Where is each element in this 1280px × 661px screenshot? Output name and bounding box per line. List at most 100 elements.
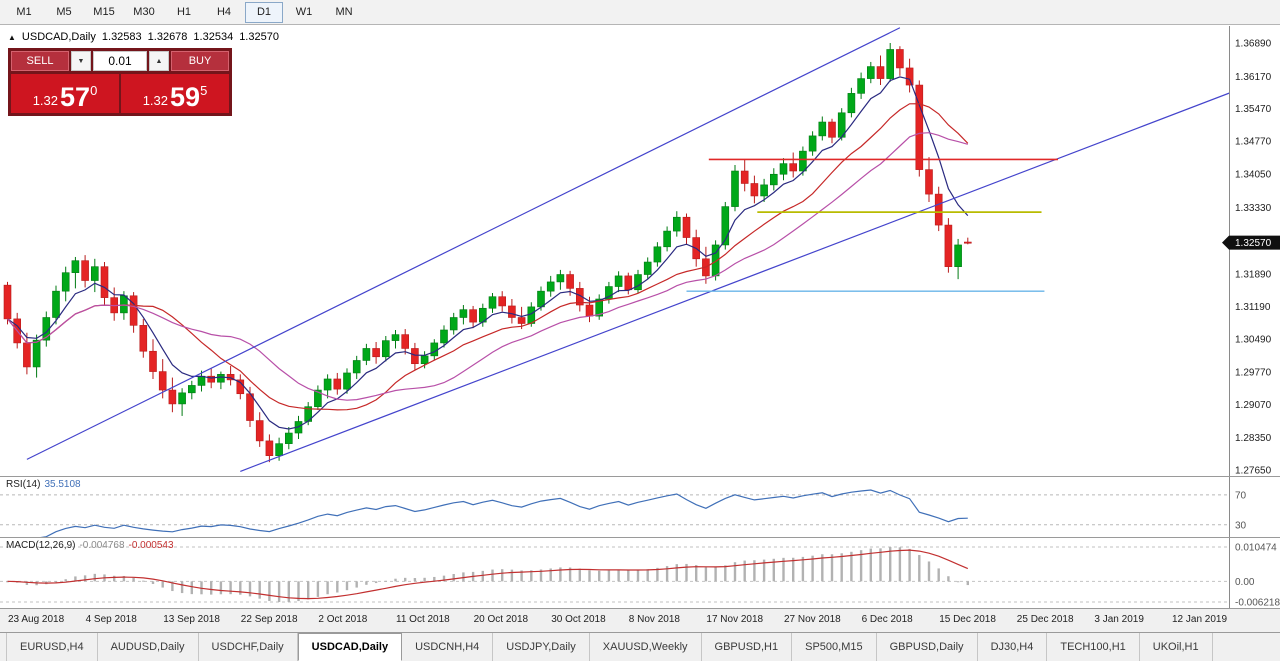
ohlc-low: 1.32534 [193,31,234,43]
timeframe-button-m1[interactable]: M1 [16,6,32,18]
svg-text:1.27650: 1.27650 [1235,466,1272,477]
chart-tab-usdjpy-daily[interactable]: USDJPY,Daily [493,633,590,661]
ascending-channel-lower[interactable] [240,92,1229,472]
timeframe-button-mn[interactable]: MN [335,6,353,18]
main-chart-pane[interactable]: 1.36890 1.36170 1.35470 1.34770 1.34050 1.333… [0,26,1280,476]
macd-label: MACD(12,26,9) -0.004768 -0.000543 [6,540,174,551]
svg-text:1.29770: 1.29770 [1235,368,1272,379]
timeframe-toolbar: M1 M5 M15 M30 H1 H4 D1 W1 MN [0,0,1280,25]
chart-tab-tech100-h1[interactable]: TECH100,H1 [1047,633,1140,661]
collapse-panel-icon[interactable]: ▲ [8,32,16,42]
timeframe-button-d1[interactable]: D1 [245,1,283,23]
chart-tab-usdchf-daily[interactable]: USDCHF,Daily [199,633,298,661]
svg-text:1.34770: 1.34770 [1235,136,1272,147]
rsi-canvas[interactable]: 70 30 [0,477,1280,537]
plot-area [3,27,1229,472]
chart-tab-gbpusd-h1[interactable]: GBPUSD,H1 [702,633,793,661]
price-axis: 1.36890 1.36170 1.35470 1.34770 1.34050 1.333… [1229,26,1272,477]
current-price-box: 1.32570 [1222,235,1280,250]
chart-tab-eurusd-h4[interactable]: EURUSD,H4 [6,633,98,661]
chart-tab-usdcad-daily[interactable]: USDCAD,Daily [297,633,403,661]
moving-averages-layer [7,76,969,430]
svg-text:-0.006218: -0.006218 [1235,598,1280,609]
date-label: 6 Dec 2018 [861,614,913,625]
date-label: 3 Jan 2019 [1094,614,1144,625]
sell-price-display[interactable]: 1.32 57 0 [11,74,119,113]
chart-tab-gbpusd-daily[interactable]: GBPUSD,Daily [877,633,978,661]
chart-tab-xauusd-weekly[interactable]: XAUUSD,Weekly [590,633,702,661]
date-label: 4 Sep 2018 [85,614,137,625]
date-label: 17 Nov 2018 [706,614,764,625]
sell-price-big: 57 [60,82,91,112]
chart-tab-ukoil-h1[interactable]: UKOil,H1 [1140,633,1213,661]
svg-text:1.36170: 1.36170 [1235,72,1272,83]
svg-text:0.010474: 0.010474 [1235,543,1277,554]
rsi-label: RSI(14) 35.5108 [6,479,81,490]
macd-signal-line [7,549,969,600]
chart-tab-sp500-m15[interactable]: SP500,M15 [792,633,877,661]
ma-medium [7,103,969,411]
chart-tab-audusd-daily[interactable]: AUDUSD,Daily [98,633,199,661]
timeframe-button-h4[interactable]: H4 [216,6,232,18]
date-label: 13 Sep 2018 [163,614,220,625]
sell-button[interactable]: SELL [11,51,69,71]
chart-title: ▲ USDCAD,Daily 1.32583 1.32678 1.32534 1… [8,31,279,43]
svg-text:0.00: 0.00 [1235,577,1255,588]
ma-fast [7,76,969,430]
buy-price-display[interactable]: 1.32 59 5 [121,74,229,113]
date-label: 11 Oct 2018 [396,614,450,625]
date-label: 23 Aug 2018 [8,614,65,625]
svg-text:1.32570: 1.32570 [1235,238,1272,249]
macd-layer: 0.010474 0.00 -0.006218 [0,538,1280,608]
chart-tab-dj30-h4[interactable]: DJ30,H4 [978,633,1048,661]
date-label: 8 Nov 2018 [628,614,680,625]
date-label: 15 Dec 2018 [939,614,996,625]
macd-canvas[interactable]: 0.010474 0.00 -0.006218 [0,538,1280,608]
trendlines-layer [26,27,1229,472]
svg-text:1.28350: 1.28350 [1235,433,1272,444]
buy-price-sup: 5 [200,83,208,98]
volume-dropdown-icon[interactable]: ▼ [71,51,91,71]
chart-symbol-label: USDCAD,Daily [21,31,96,43]
svg-text:1.30490: 1.30490 [1235,334,1272,345]
timeframe-button-m30[interactable]: M30 [133,6,155,18]
svg-text:1.33330: 1.33330 [1235,203,1272,214]
date-label: 2 Oct 2018 [318,614,368,625]
rsi-name: RSI(14) [6,479,41,490]
main-chart-canvas[interactable]: 1.36890 1.36170 1.35470 1.34770 1.34050 1.333… [0,26,1280,476]
buy-button[interactable]: BUY [171,51,229,71]
candles-layer [3,43,972,463]
volume-stepper-icon[interactable]: ▲ [149,51,169,71]
ohlc-high: 1.32678 [147,31,188,43]
date-label: 12 Jan 2019 [1172,614,1228,625]
date-label: 22 Sep 2018 [240,614,298,625]
chart-tab-usdcnh-h4[interactable]: USDCNH,H4 [402,633,494,661]
date-label: 30 Oct 2018 [551,614,606,625]
macd-signal-value: -0.000543 [128,540,174,551]
one-click-trading-panel: SELL ▼ 0.01 ▲ BUY 1.32 57 0 1.32 59 5 [8,48,232,116]
rsi-indicator-pane[interactable]: 70 30 RSI(14) 35.5108 [0,476,1280,537]
timeframe-button-m5[interactable]: M5 [56,6,72,18]
date-label: 20 Oct 2018 [473,614,529,625]
svg-text:1.34050: 1.34050 [1235,170,1272,181]
ma-slow [7,132,968,401]
rsi-line [40,489,968,537]
date-label: 25 Dec 2018 [1016,614,1074,625]
macd-indicator-pane[interactable]: 0.010474 0.00 -0.006218 MACD(12,26,9) -0.00… [0,537,1280,608]
chart-tab-bar: EURUSD,H4 AUDUSD,Daily USDCHF,Daily USDCAD,… [0,632,1280,661]
svg-text:1.35470: 1.35470 [1235,104,1272,115]
macd-name: MACD(12,26,9) [6,540,76,551]
ohlc-open: 1.32583 [101,31,142,43]
svg-text:1.29070: 1.29070 [1235,400,1272,411]
timeframe-button-m15[interactable]: M15 [93,6,115,18]
volume-input[interactable]: 0.01 [93,51,147,71]
buy-price-prefix: 1.32 [142,93,169,108]
svg-text:70: 70 [1235,490,1247,501]
buy-price-big: 59 [170,82,201,112]
timeframe-button-w1[interactable]: W1 [295,6,313,18]
ascending-channel-upper[interactable] [26,27,901,460]
macd-main-value: -0.004768 [79,540,125,551]
time-axis[interactable]: 23 Aug 2018 4 Sep 2018 13 Sep 2018 22 Sep 2… [0,608,1280,632]
timeframe-button-h1[interactable]: H1 [176,6,192,18]
